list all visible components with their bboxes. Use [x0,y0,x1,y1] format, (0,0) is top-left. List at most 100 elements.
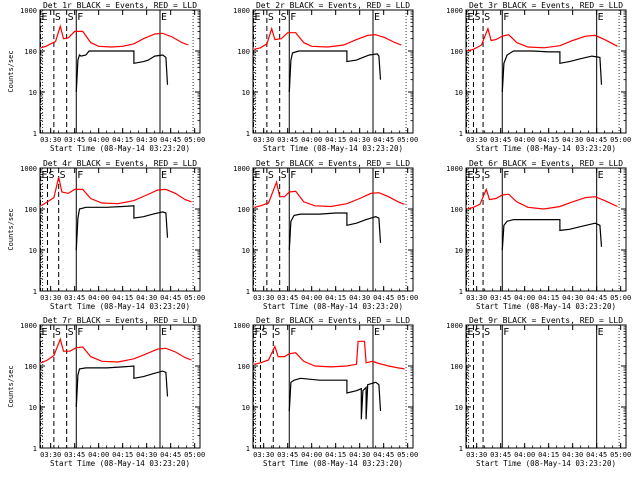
y-axis-label: Counts/sec [7,208,15,250]
y-tick-label: 10 [455,247,463,255]
y-axis-label: Counts/sec [7,50,15,92]
marker-label: E [374,12,380,23]
x-tick-label: 03:45 [64,136,85,144]
marker-label: S [474,327,480,338]
chart-title: Det 7r BLACK = Events, RED = LLD [43,316,197,325]
chart-title: Det 2r BLACK = Events, RED = LLD [256,1,410,10]
x-tick-label: 04:45 [160,294,181,302]
x-tick-label: 03:45 [64,294,85,302]
y-tick-label: 1000 [233,165,250,173]
x-tick-label: 03:30 [40,294,61,302]
x-tick-label: 04:45 [373,294,394,302]
y-tick-label: 1 [459,130,463,138]
x-tick-label: 04:15 [538,136,559,144]
chart-title: Det 8r BLACK = Events, RED = LLD [256,316,410,325]
marker-label: E [42,170,48,181]
y-tick-label: 1000 [20,165,37,173]
series-line-events [288,50,382,93]
marker-label: S [268,170,274,181]
x-tick-label: 04:30 [136,294,157,302]
plot-frame [465,9,627,134]
x-tick-label: 03:45 [64,451,85,459]
marker-label: F [77,327,83,338]
x-tick-label: 05:00 [397,294,418,302]
marker-label: E [598,12,604,23]
chart-title: Det 5r BLACK = Events, RED = LLD [256,159,410,168]
y-tick-label: 10 [242,89,250,97]
x-tick-label: 04:15 [112,294,133,302]
series-line-lld [466,187,618,210]
x-tick-label: 04:00 [301,136,322,144]
x-tick-label: 04:15 [112,451,133,459]
y-tick-label: 10 [29,89,37,97]
x-tick-label: 04:00 [514,294,535,302]
series-line-events [75,365,169,408]
plot-frame [39,167,201,292]
series-line-events [75,50,169,93]
x-tick-label: 04:45 [586,451,607,459]
x-tick-label: 04:15 [325,136,346,144]
marker-label: S [474,170,480,181]
x-tick-label: 04:15 [538,451,559,459]
marker-label: F [503,327,509,338]
marker-label: E [161,327,167,338]
plot-frame [252,324,414,449]
x-tick-label: 04:45 [160,451,181,459]
series-line-events [75,205,169,251]
marker-label: E [255,170,261,181]
x-tick-label: 04:15 [112,136,133,144]
series-line-lld [253,180,405,208]
marker-label: F [503,170,509,181]
x-tick-label: 04:45 [373,451,394,459]
x-tick-label: 04:45 [160,136,181,144]
x-tick-label: 05:00 [610,451,631,459]
x-tick-label: 03:45 [490,294,511,302]
y-axis-label: Counts/sec [7,365,15,407]
x-tick-label: 05:00 [610,294,631,302]
x-tick-label: 04:00 [301,294,322,302]
y-tick-label: 100 [24,48,37,56]
y-tick-label: 1 [33,130,37,138]
x-tick-label: 04:15 [325,451,346,459]
y-tick-label: 10 [455,404,463,412]
x-tick-label: 04:00 [88,136,109,144]
x-tick-label: 03:30 [40,451,61,459]
y-tick-label: 1000 [20,322,37,330]
series-line-lld [40,337,192,364]
x-axis-label: Start Time (08-May-14 03:23:20) [263,302,403,311]
y-tick-label: 1000 [446,7,463,15]
y-tick-label: 100 [24,363,37,371]
plot-frame [465,167,627,292]
x-tick-label: 04:30 [562,294,583,302]
marker-label: F [503,12,509,23]
x-tick-label: 05:00 [184,294,205,302]
chart-title: Det 1r BLACK = Events, RED = LLD [43,1,197,10]
marker-label: E [161,170,167,181]
marker-label: E [255,12,261,23]
marker-label: S [484,327,490,338]
y-tick-label: 10 [29,247,37,255]
series-line-lld [466,26,618,52]
series-line-events [501,219,603,251]
x-axis-label: Start Time (08-May-14 03:23:20) [263,144,403,153]
y-tick-label: 10 [242,247,250,255]
y-tick-label: 1000 [446,322,463,330]
marker-label: S [55,12,61,23]
y-tick-label: 100 [450,48,463,56]
x-tick-label: 04:45 [586,294,607,302]
y-tick-label: 1 [246,130,250,138]
y-tick-label: 10 [242,404,250,412]
x-axis-label: Start Time (08-May-14 03:23:20) [476,302,616,311]
marker-label: S [474,12,480,23]
series-line-events [501,50,603,93]
y-tick-label: 1 [246,445,250,453]
marker-label: S [281,12,287,23]
marker-label: S [268,12,274,23]
chart-title: Det 9r BLACK = Events, RED = LLD [469,316,623,325]
plot-frame [39,324,201,449]
y-tick-label: 1000 [233,322,250,330]
x-tick-label: 03:45 [277,136,298,144]
y-tick-label: 10 [29,404,37,412]
marker-label: E [468,327,474,338]
x-axis-label: Start Time (08-May-14 03:23:20) [476,459,616,468]
